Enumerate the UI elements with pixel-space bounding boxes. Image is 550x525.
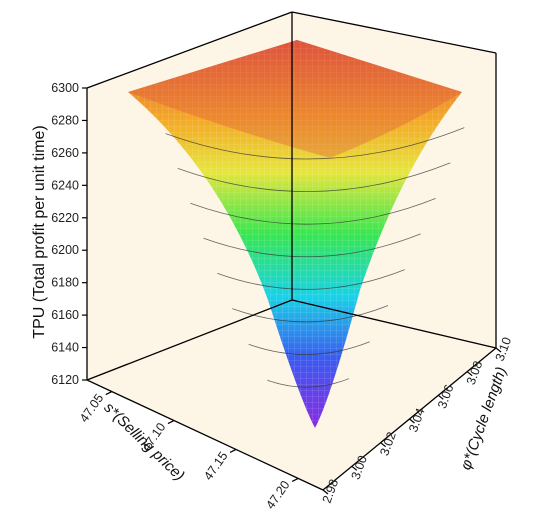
y-tick-mark <box>380 442 387 448</box>
contour-line <box>217 269 405 290</box>
floor-panel <box>87 300 496 490</box>
x-tick-label: 47.15 <box>201 449 230 483</box>
x-tick-mark <box>167 419 175 425</box>
y-tick-mark <box>466 371 473 377</box>
z-tick-label: 6220 <box>51 211 79 225</box>
x-tick-mark <box>291 477 299 482</box>
contour-line <box>190 197 436 225</box>
y-tick-mark <box>409 418 415 424</box>
contour-line <box>203 233 421 258</box>
contour-line <box>165 127 465 160</box>
y-tick-mark <box>322 489 329 495</box>
box-edge <box>86 379 324 491</box>
box-edge <box>86 11 293 89</box>
surface-mesh <box>128 40 462 428</box>
z-tick-label: 6160 <box>51 308 79 322</box>
x-tick-label: 47.20 <box>263 478 292 512</box>
x-tick-mark <box>105 391 113 396</box>
contour-line <box>177 162 451 192</box>
z-tick-label: 6260 <box>51 146 79 160</box>
z-axis-label: TPU (Total profit per unit time) <box>31 125 48 338</box>
surface-plot <box>128 40 465 428</box>
z-tick-label: 6300 <box>51 81 79 95</box>
y-tick-mark <box>495 347 502 353</box>
z-axis-ticks: 6120 6140 6160 6180 6200 6220 6240 6260 6280 6300 <box>51 81 87 387</box>
contour-line <box>248 341 370 355</box>
z-tick-label: 6180 <box>51 276 79 290</box>
z-tick-label: 6200 <box>51 243 79 257</box>
z-tick-label: 6120 <box>51 373 79 387</box>
box-edge <box>291 11 497 54</box>
box-edge <box>86 299 293 381</box>
x-tick-mark <box>229 448 237 454</box>
z-tick-label: 6140 <box>51 341 79 355</box>
z-tick-label: 6240 <box>51 178 79 192</box>
z-tick-label: 6280 <box>51 113 79 127</box>
surface-top-cap <box>128 40 462 158</box>
contour-line <box>232 305 389 323</box>
x-tick-label: 47.05 <box>77 391 106 425</box>
y-tick-mark <box>437 394 444 400</box>
box-edge <box>291 299 497 349</box>
y-tick-mark <box>351 465 358 471</box>
contour-line <box>267 378 350 388</box>
